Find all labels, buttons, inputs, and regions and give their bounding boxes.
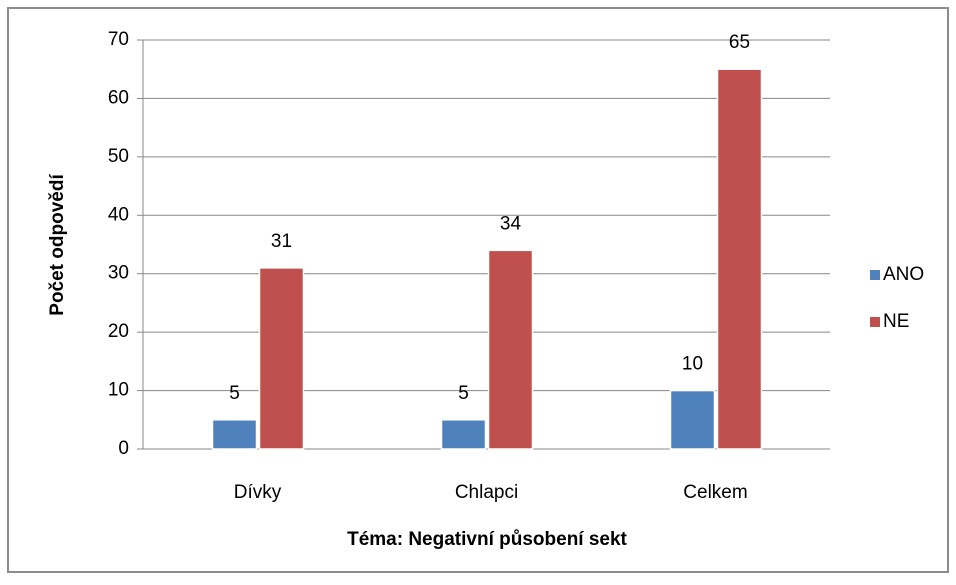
data-label: 5 [458, 383, 469, 404]
bar [716, 68, 763, 450]
data-label: 31 [271, 231, 292, 252]
legend-swatch [870, 270, 880, 280]
y-tick-label: 70 [108, 29, 129, 50]
data-label: 5 [229, 383, 240, 404]
x-tick-label: Chlapci [455, 482, 518, 503]
data-label: 65 [729, 32, 750, 53]
bar [669, 389, 716, 450]
y-tick-label: 10 [108, 380, 129, 401]
legend-label: NE [883, 311, 909, 332]
y-tick-label: 40 [108, 204, 129, 225]
y-tick-label: 60 [108, 87, 129, 108]
y-tick-label: 0 [118, 438, 129, 459]
x-tick-label: Celkem [683, 482, 747, 503]
y-axis-label: Počet odpovědí [47, 174, 68, 316]
bar [440, 419, 487, 450]
legend-swatch [870, 317, 880, 327]
legend-label: ANO [883, 264, 924, 285]
bar [258, 267, 305, 450]
chart-frame [7, 7, 949, 573]
data-label: 34 [500, 213, 522, 234]
x-axis-label: Téma: Negativní působení sekt [347, 529, 627, 550]
y-tick-label: 20 [108, 321, 129, 342]
bar [211, 419, 258, 450]
bar [487, 249, 534, 450]
data-label: 10 [682, 354, 703, 375]
y-tick-label: 30 [108, 263, 129, 284]
x-tick-label: Dívky [234, 482, 282, 503]
y-tick-label: 50 [108, 146, 129, 167]
